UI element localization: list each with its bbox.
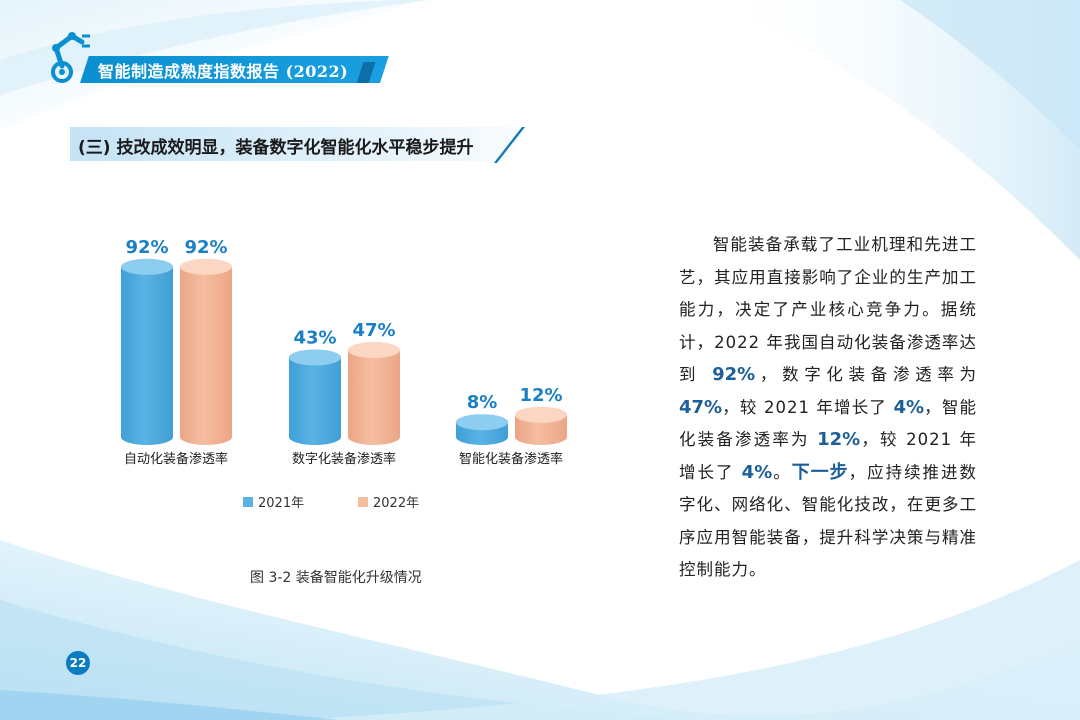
value-label: 43% (293, 327, 336, 348)
bar-body (180, 266, 232, 445)
value-label: 12% (519, 385, 562, 406)
report-header: 智能制造成熟度指数报告 (2022) (42, 26, 389, 86)
bar-body (121, 266, 173, 445)
body-text-1: 智能装备承载了工业机理和先进工艺，其应用直接影响了企业的生产加工能力，决定了产业… (679, 235, 977, 384)
bar-0-2 (456, 414, 508, 445)
value-label: 8% (467, 392, 498, 413)
section-heading-background (70, 127, 525, 161)
bar-body (515, 414, 567, 445)
bar-1-0 (180, 258, 232, 445)
bar-0-1 (289, 349, 341, 445)
section-heading-text: (三) 技改成效明显，装备数字化智能化水平稳步提升 (78, 138, 474, 158)
legend-label: 2021年 (258, 496, 304, 511)
bar-top (180, 258, 232, 275)
body-text-2: ，数字化装备渗透率为 (755, 365, 977, 384)
figure-caption: 图 3-2 装备智能化升级情况 (250, 570, 422, 586)
highlight-automation-rate: 92% (712, 364, 756, 385)
body-text-7: ，应持续推进数字化、网络化、智能化技改，在更多工序应用智能装备，提升科学决策与精… (679, 462, 978, 580)
bar-1-1 (348, 342, 400, 445)
body-text-5: ，较 2021 年增长了 (679, 430, 978, 482)
bar-1-2 (515, 406, 567, 445)
equipment-penetration-chart: 92% 92% 自动化装备渗透率 43% 47% 数字化装备渗透率 8% 12% 智能化装备渗透… (121, 237, 567, 511)
highlight-next-step: 下一步 (791, 461, 849, 483)
body-text-4: ，智能化装备渗透率为 (679, 397, 978, 450)
bar-0-0 (121, 258, 173, 445)
body-text-6: 。 (772, 462, 792, 482)
bar-top (456, 414, 508, 431)
value-label: 92% (125, 237, 168, 258)
legend-swatch (358, 497, 368, 507)
highlight-digital-rate: 47% (679, 396, 723, 418)
legend-label: 2022年 (373, 496, 419, 511)
robot-arm-icon (51, 32, 90, 83)
body-text-3: ，较 2021 年增长了 (722, 397, 894, 417)
page-number: 22 (66, 651, 90, 675)
highlight-intelligent-rate: 12% (817, 429, 861, 450)
category-label: 数字化装备渗透率 (292, 451, 396, 467)
section-heading: (三) 技改成效明显，装备数字化智能化水平稳步提升 (70, 127, 540, 163)
bar-top (121, 258, 173, 275)
highlight-digital-growth: 4% (893, 396, 925, 418)
category-label: 智能化装备渗透率 (459, 451, 563, 467)
value-label: 47% (352, 320, 395, 341)
body-paragraph: 智能装备承载了工业机理和先进工艺，其应用直接影响了企业的生产加工能力，决定了产业… (679, 229, 977, 587)
bar-top (289, 349, 341, 366)
bar-top (348, 342, 400, 359)
bar-body (289, 357, 341, 445)
report-title: 智能制造成熟度指数报告 (2022) (98, 62, 349, 81)
bar-top (515, 406, 567, 423)
value-label: 92% (184, 237, 227, 258)
highlight-intelligent-growth: 4% (741, 461, 773, 483)
legend-swatch (243, 497, 253, 507)
bar-body (348, 350, 400, 445)
category-label: 自动化装备渗透率 (124, 451, 228, 467)
